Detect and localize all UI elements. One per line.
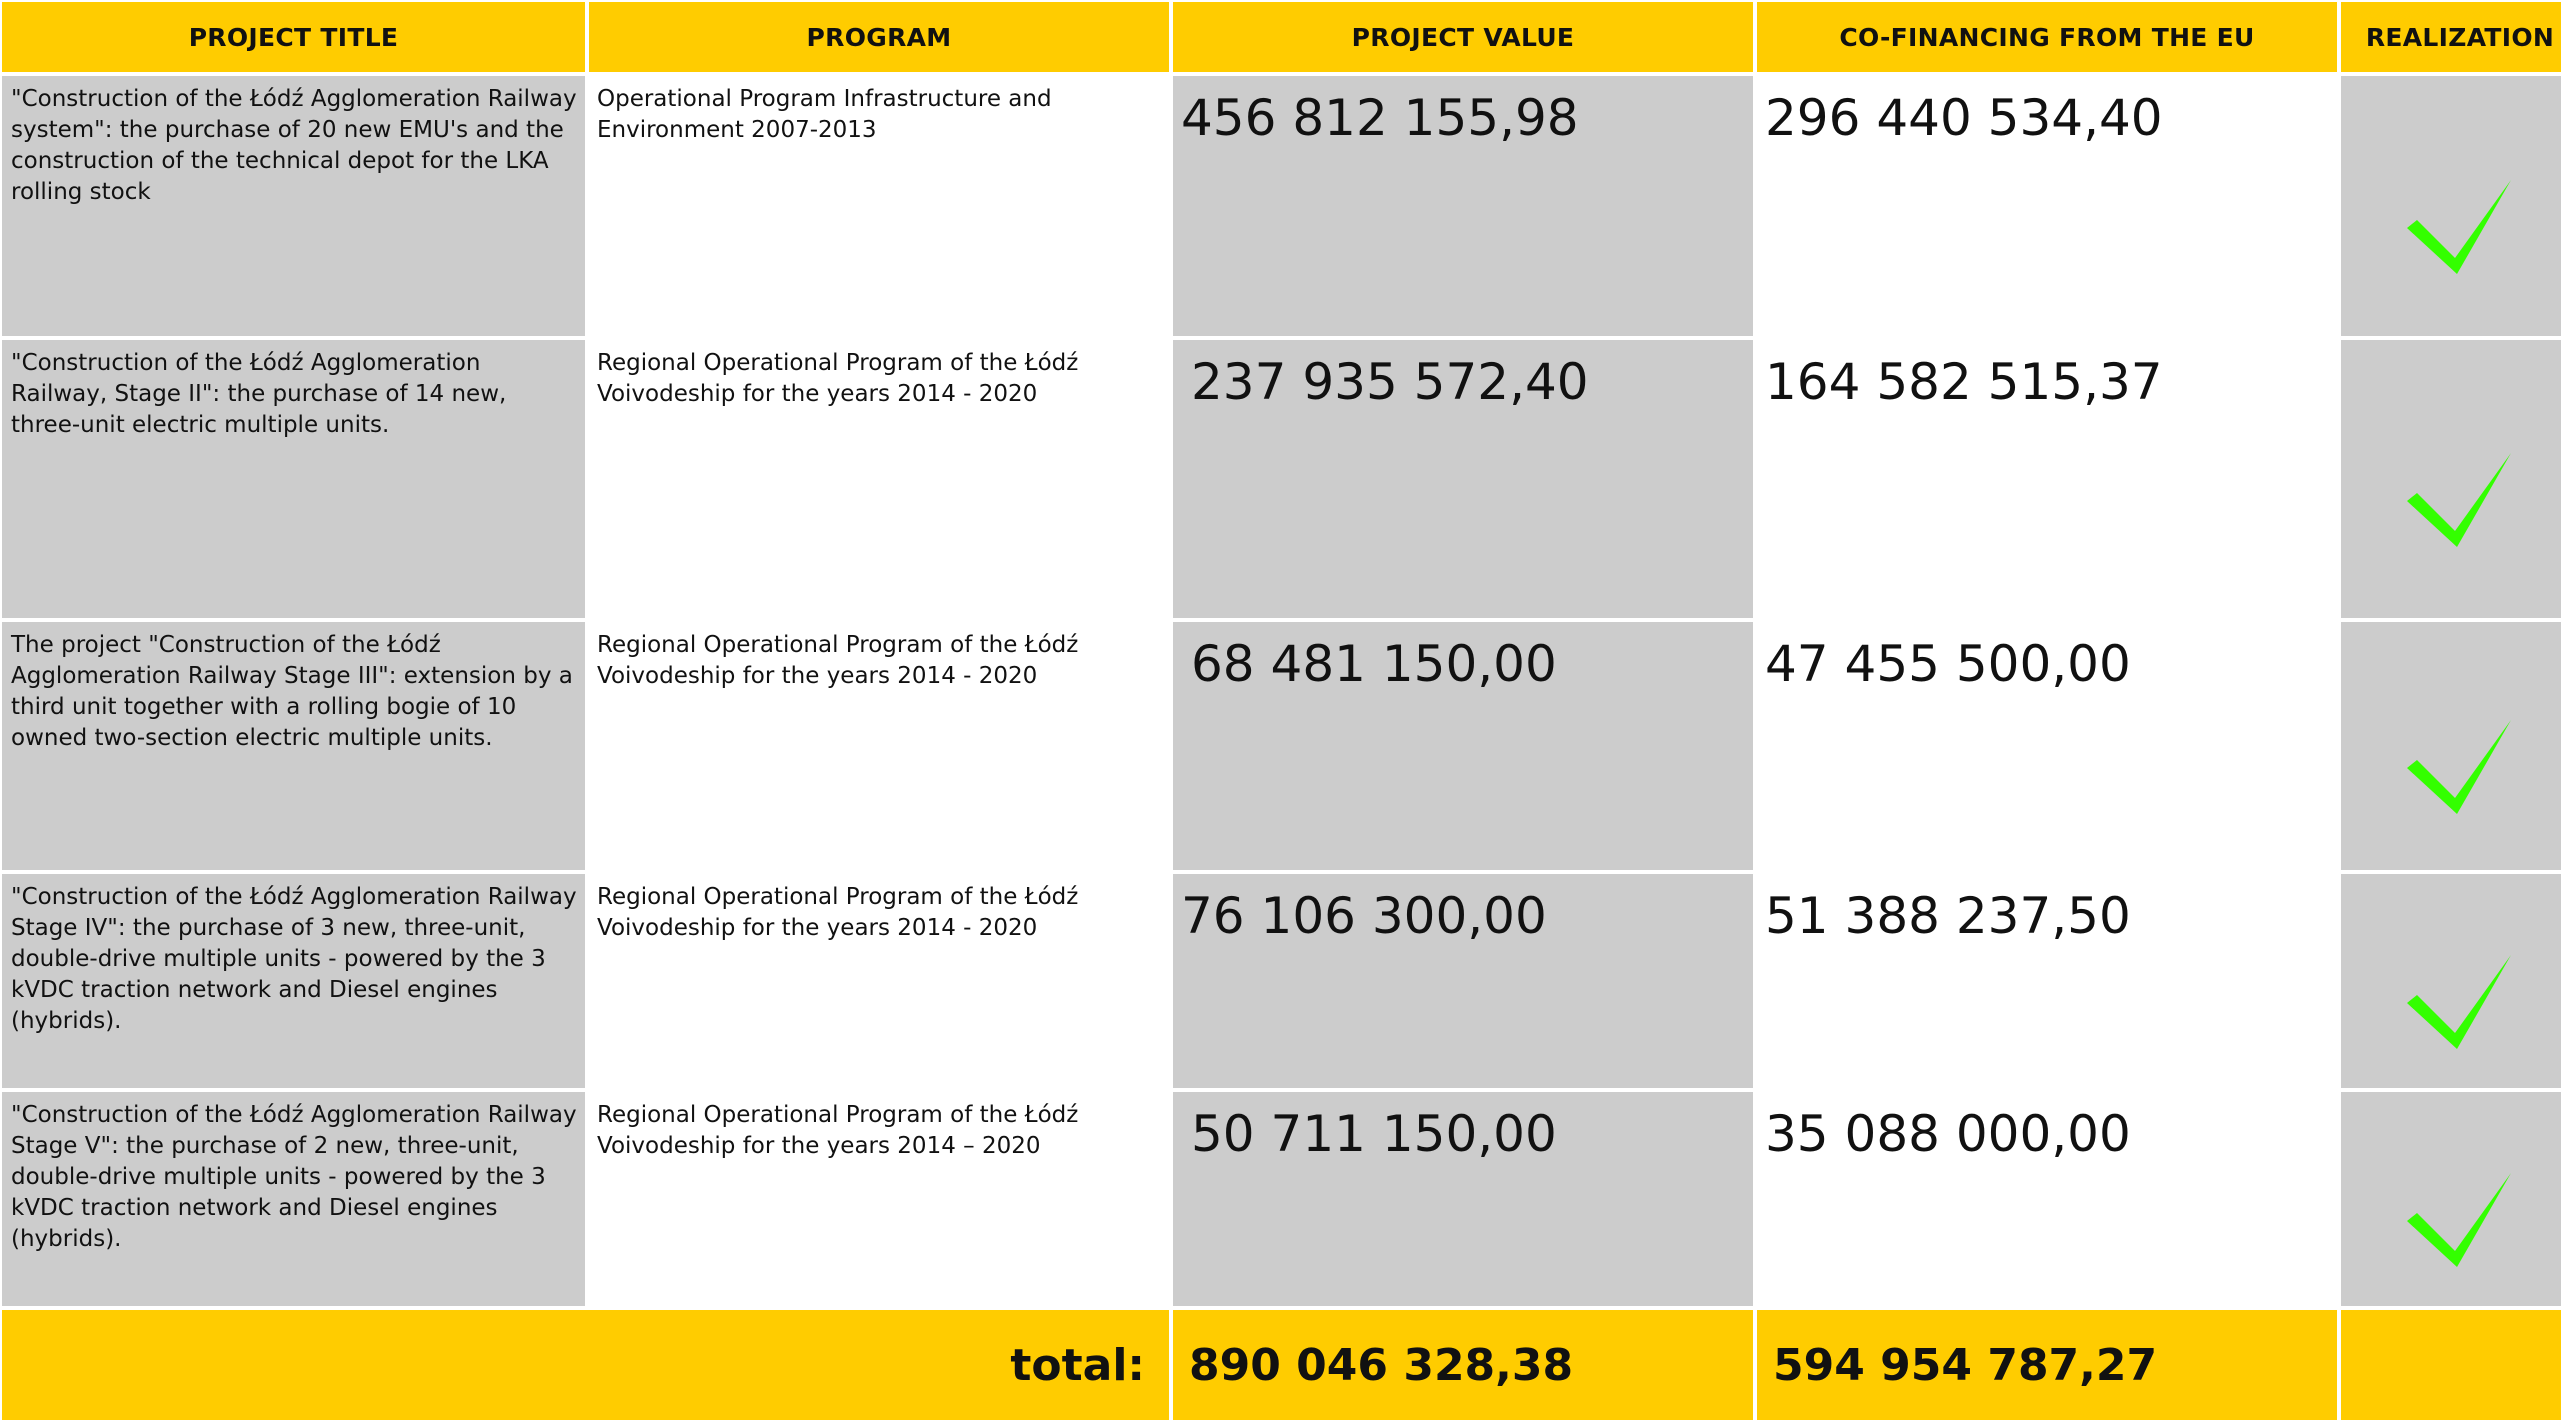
header-project-value: PROJECT VALUE: [1173, 2, 1753, 72]
row-1-title-cell: "Construction of the Łódź Agglomeration …: [2, 76, 585, 336]
row-2-program-cell: Regional Operational Program of the Łódź…: [589, 340, 1169, 618]
row-2-program: Regional Operational Program of the Łódź…: [597, 350, 1079, 407]
row-3-value: 68 481 150,00: [1191, 635, 1557, 693]
row-4-value: 76 106 300,00: [1181, 887, 1547, 945]
row-4-title: "Construction of the Łódź Agglomeration …: [11, 884, 577, 1034]
row-4-program: Regional Operational Program of the Łódź…: [597, 884, 1079, 941]
row-1-program-cell: Operational Program Infrastructure and E…: [589, 76, 1169, 336]
row-5-realization-cell: [2341, 1092, 2561, 1306]
row-4-realization-cell: [2341, 874, 2561, 1088]
row-2-value-cell: 237 935 572,40: [1173, 340, 1753, 618]
total-cofinancing: 594 954 787,27: [1757, 1310, 2337, 1420]
checkmark-icon: [2407, 720, 2511, 814]
row-2-title-cell: "Construction of the Łódź Agglomeration …: [2, 340, 585, 618]
row-1-program: Operational Program Infrastructure and E…: [597, 86, 1052, 143]
row-5-title: "Construction of the Łódź Agglomeration …: [11, 1102, 577, 1252]
row-1-value: 456 812 155,98: [1181, 89, 1579, 147]
row-5-value-cell: 50 711 150,00: [1173, 1092, 1753, 1306]
checkmark-icon: [2407, 1173, 2511, 1267]
row-1-cofinancing: 296 440 534,40: [1765, 89, 2163, 147]
row-2-cofinancing-cell: 164 582 515,37: [1757, 340, 2337, 618]
row-4-program-cell: Regional Operational Program of the Łódź…: [589, 874, 1169, 1088]
row-3-value-cell: 68 481 150,00: [1173, 622, 1753, 870]
total-project-value: 890 046 328,38: [1173, 1310, 1753, 1420]
row-1-value-cell: 456 812 155,98: [1173, 76, 1753, 336]
row-4-title-cell: "Construction of the Łódź Agglomeration …: [2, 874, 585, 1088]
checkmark-icon: [2407, 453, 2511, 547]
row-2-value: 237 935 572,40: [1191, 353, 1589, 411]
header-realization: REALIZATION: [2341, 2, 2561, 72]
header-program: PROGRAM: [589, 2, 1169, 72]
row-5-title-cell: "Construction of the Łódź Agglomeration …: [2, 1092, 585, 1306]
row-3-realization-cell: [2341, 622, 2561, 870]
row-5-value: 50 711 150,00: [1191, 1105, 1557, 1163]
header-project-title: PROJECT TITLE: [2, 2, 585, 72]
row-5-program: Regional Operational Program of the Łódź…: [597, 1102, 1079, 1159]
row-2-cofinancing: 164 582 515,37: [1765, 353, 2163, 411]
row-1-cofinancing-cell: 296 440 534,40: [1757, 76, 2337, 336]
row-3-cofinancing-cell: 47 455 500,00: [1757, 622, 2337, 870]
row-5-cofinancing-cell: 35 088 000,00: [1757, 1092, 2337, 1306]
row-3-title-cell: The project "Construction of the Łódź Ag…: [2, 622, 585, 870]
row-5-program-cell: Regional Operational Program of the Łódź…: [589, 1092, 1169, 1306]
total-realization-empty: [2341, 1310, 2561, 1420]
row-4-value-cell: 76 106 300,00: [1173, 874, 1753, 1088]
checkmark-icon: [2407, 955, 2511, 1049]
row-2-title: "Construction of the Łódź Agglomeration …: [11, 350, 507, 438]
row-4-cofinancing-cell: 51 388 237,50: [1757, 874, 2337, 1088]
row-1-realization-cell: [2341, 76, 2561, 336]
row-3-cofinancing: 47 455 500,00: [1765, 635, 2131, 693]
row-3-program-cell: Regional Operational Program of the Łódź…: [589, 622, 1169, 870]
header-cofinancing: CO-FINANCING FROM THE EU: [1757, 2, 2337, 72]
total-label: total:: [2, 1310, 1169, 1420]
row-3-title: The project "Construction of the Łódź Ag…: [11, 632, 573, 751]
row-4-cofinancing: 51 388 237,50: [1765, 887, 2131, 945]
row-5-cofinancing: 35 088 000,00: [1765, 1105, 2131, 1163]
checkmark-icon: [2407, 180, 2511, 274]
row-1-title: "Construction of the Łódź Agglomeration …: [11, 86, 577, 205]
row-2-realization-cell: [2341, 340, 2561, 618]
row-3-program: Regional Operational Program of the Łódź…: [597, 632, 1079, 689]
